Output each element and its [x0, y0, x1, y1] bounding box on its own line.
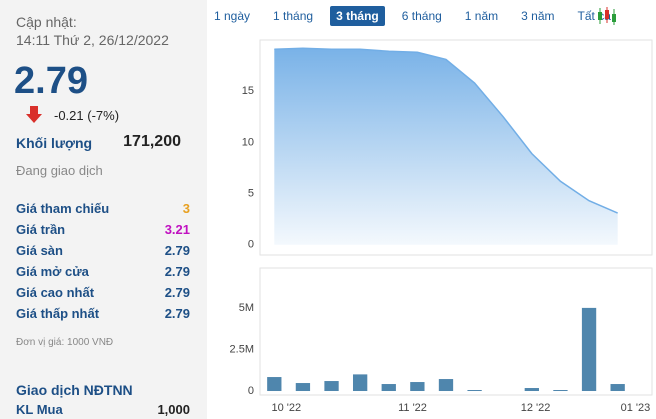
price-area: [274, 48, 618, 245]
range-tab[interactable]: 1 năm: [464, 9, 499, 23]
volume-bar: [467, 390, 482, 392]
y-tick-label: 2.5M: [230, 343, 254, 355]
volume-bar: [438, 379, 454, 392]
y-tick-label: 0: [248, 385, 254, 397]
range-tab[interactable]: 1 ngày: [214, 9, 251, 23]
range-tab[interactable]: Tất cả: [577, 9, 611, 23]
row-label: Giá trần: [16, 222, 66, 237]
y-tick-label: 15: [242, 85, 254, 97]
y-tick-label: 10: [242, 136, 254, 148]
row-value: 2.79: [164, 306, 190, 321]
row-label: Giá thấp nhất: [16, 306, 100, 321]
row-label: Giá cao nhất: [16, 285, 95, 300]
x-tick-label: 11 '22: [398, 402, 427, 414]
update-label: Cập nhật:: [16, 14, 77, 30]
range-tab[interactable]: 3 tháng: [330, 6, 385, 26]
row-value: 2.79: [164, 264, 190, 279]
row-label: Giá tham chiếu: [16, 201, 110, 216]
volume-bar: [267, 377, 282, 392]
x-tick-label: 01 '23: [621, 402, 651, 414]
row-value: 3.21: [164, 222, 190, 237]
x-tick-label: 12 '22: [521, 402, 551, 414]
row-value: 2.79: [164, 243, 190, 258]
volume-panel: [259, 267, 653, 396]
range-tab[interactable]: 3 năm: [521, 9, 555, 23]
range-tab[interactable]: 6 tháng: [401, 9, 442, 23]
price: 2.79: [14, 60, 88, 102]
x-tick-label: 10 '22: [272, 402, 302, 414]
down-arrow: [26, 106, 42, 123]
candle-icon[interactable]: [596, 6, 620, 26]
volume-bar: [524, 388, 539, 392]
row-label: Giá mở cửa: [16, 264, 89, 279]
volume-bar: [410, 382, 425, 392]
volume-label: Khối lượng: [16, 135, 93, 151]
row-value: 2.79: [164, 285, 190, 300]
status: Đang giao dịch: [16, 163, 103, 178]
price-change: -0.21 (-7%): [54, 108, 120, 123]
y-tick-label: 5M: [239, 302, 254, 314]
volume-bar: [352, 374, 368, 392]
volume-bar: [324, 381, 339, 392]
price-panel: [259, 39, 653, 256]
volume-bar: [581, 307, 597, 392]
foreign-title: Giao dịch NĐTNN: [16, 382, 133, 398]
range-tabs: 1 ngày 1 tháng 3 tháng 6 tháng 1 năm 3 năm Tất…: [208, 6, 628, 26]
row-label: Giá sàn: [16, 243, 63, 258]
volume-bar: [295, 383, 311, 392]
sidebar: Cập nhật: 14:11 Thứ 2, 26/12/2022 2.79 -…: [0, 0, 207, 419]
price-line: [274, 47, 618, 214]
unit-note: Đơn vị giá: 1000 VNĐ: [16, 337, 114, 348]
update-time: 14:11 Thứ 2, 26/12/2022: [16, 32, 169, 48]
row-value: 1,000: [157, 402, 190, 417]
volume-bar: [610, 384, 625, 392]
volume-bar: [553, 390, 568, 392]
row-value: 3: [182, 201, 190, 216]
volume-bar: [381, 384, 396, 392]
range-tab[interactable]: 1 tháng: [273, 9, 314, 23]
y-tick-label: 0: [248, 239, 254, 251]
volume: 171,200: [123, 133, 181, 150]
row-label: KL Mua: [16, 402, 63, 417]
y-tick-label: 5: [248, 187, 254, 199]
